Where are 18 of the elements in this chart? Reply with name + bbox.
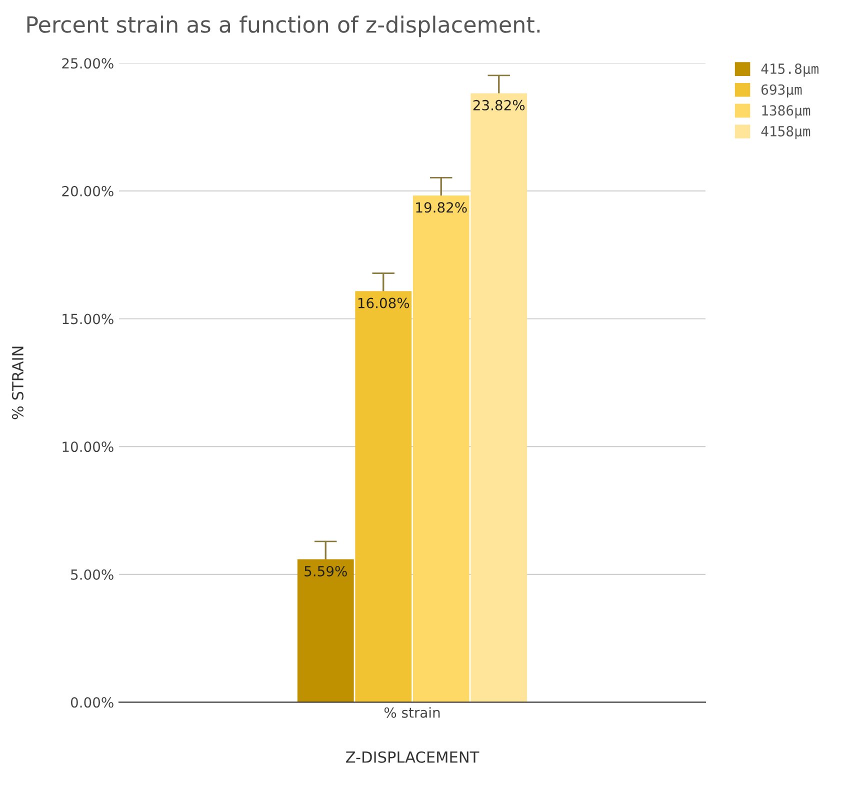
y-tick-label: 5.00% [71,569,114,580]
data-label: 19.82% [416,202,467,213]
legend-label: 693µm [762,84,802,98]
y-tick-label: 10.00% [62,442,114,452]
data-label: 5.59% [304,566,347,576]
y-tick-label: 25.00% [62,58,114,69]
chart-title: Percent strain as a function of z-displacement. [27,16,540,38]
y-tick-label: 15.00% [62,314,114,324]
data-label: 23.82% [473,100,525,110]
legend-label: 415.8µm [761,64,818,77]
y-tick-label: 0.00% [70,697,114,708]
y-axis-title: % STRAIN [12,346,24,420]
x-axis-title: Z-DISPLACEMENT [346,751,480,763]
data-label: 16.08% [358,298,410,308]
x-tick-label: % strain [384,707,440,718]
legend-label: 1386µm [762,105,810,118]
y-tick-label: 20.00% [62,186,114,196]
legend-label: 4158µm [761,126,810,140]
